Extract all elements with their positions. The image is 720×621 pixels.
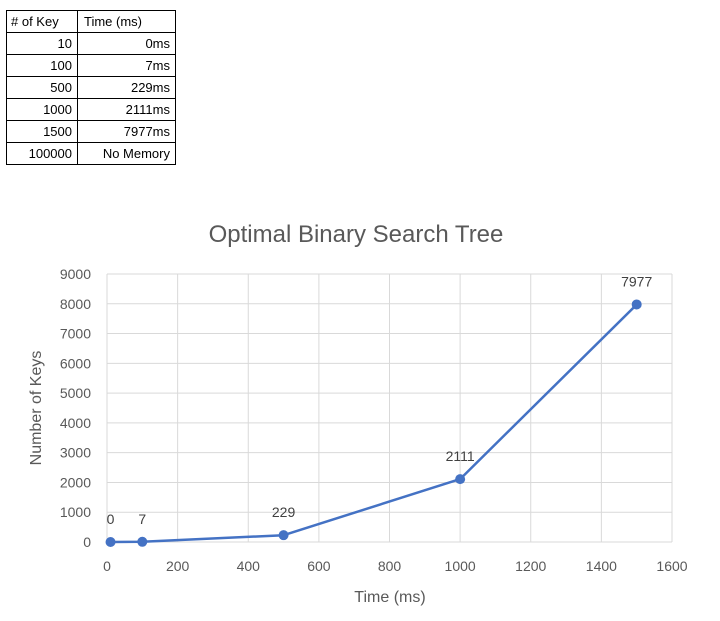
y-axis-label: Number of Keys	[28, 351, 45, 466]
series: 0 7 229 2111 7977	[105, 273, 652, 547]
grid	[106, 273, 673, 543]
y-tick-label: 9000	[60, 266, 91, 282]
cell-keys: 10	[6, 32, 78, 55]
cell-keys: 1000	[6, 98, 78, 121]
column-header-time: Time (ms)	[77, 10, 176, 33]
table-row: 1500 7977ms	[6, 120, 176, 143]
cell-time: 2111ms	[77, 98, 176, 121]
x-tick-label: 1200	[515, 558, 546, 574]
x-tick-label: 200	[166, 558, 190, 574]
x-tick-label: 1000	[445, 558, 476, 574]
cell-time: 0ms	[77, 32, 176, 55]
table-row: 100 7ms	[6, 54, 176, 77]
data-label: 0	[107, 511, 115, 527]
data-point	[278, 530, 289, 541]
x-tick-label: 1600	[656, 558, 687, 574]
data-point	[455, 474, 466, 485]
chart: Optimal Binary Search Tree 0100020003000…	[28, 221, 688, 606]
y-tick-label: 0	[83, 534, 91, 550]
cell-keys: 100000	[6, 142, 78, 165]
cell-keys: 100	[6, 54, 78, 77]
cell-time: 7ms	[77, 54, 176, 77]
chart-title: Optimal Binary Search Tree	[209, 221, 504, 248]
x-tick-label: 800	[378, 558, 402, 574]
x-tick-label: 0	[103, 558, 111, 574]
data-label: 7	[138, 511, 146, 527]
cell-keys: 1500	[6, 120, 78, 143]
y-tick-label: 7000	[60, 326, 91, 342]
y-tick-label: 4000	[60, 415, 91, 431]
table-row: 500 229ms	[6, 76, 176, 99]
table-header-row: # of Key Time (ms)	[6, 10, 176, 33]
data-point	[137, 536, 148, 547]
cell-time: No Memory	[77, 142, 176, 165]
x-tick-label: 400	[237, 558, 261, 574]
x-tick-label: 600	[307, 558, 331, 574]
data-point	[631, 299, 642, 310]
x-tick-label: 1400	[586, 558, 617, 574]
table-row: 100000 No Memory	[6, 142, 176, 165]
y-tick-label: 8000	[60, 296, 91, 312]
data-label: 2111	[446, 448, 475, 464]
table-row: 1000 2111ms	[6, 98, 176, 121]
column-header-keys: # of Key	[6, 10, 78, 33]
y-tick-label: 1000	[60, 504, 91, 520]
y-tick-label: 2000	[60, 474, 91, 490]
data-label: 7977	[621, 273, 652, 289]
y-tick-label: 6000	[60, 355, 91, 371]
x-axis-label: Time (ms)	[354, 589, 425, 606]
data-point	[105, 537, 116, 547]
data-table: # of Key Time (ms) 10 0ms 100 7ms 500 22…	[6, 10, 176, 165]
cell-time: 229ms	[77, 76, 176, 99]
y-tick-label: 3000	[60, 445, 91, 461]
table-row: 10 0ms	[6, 32, 176, 55]
data-label: 229	[272, 504, 296, 520]
cell-time: 7977ms	[77, 120, 176, 143]
y-tick-label: 5000	[60, 385, 91, 401]
cell-keys: 500	[6, 76, 78, 99]
